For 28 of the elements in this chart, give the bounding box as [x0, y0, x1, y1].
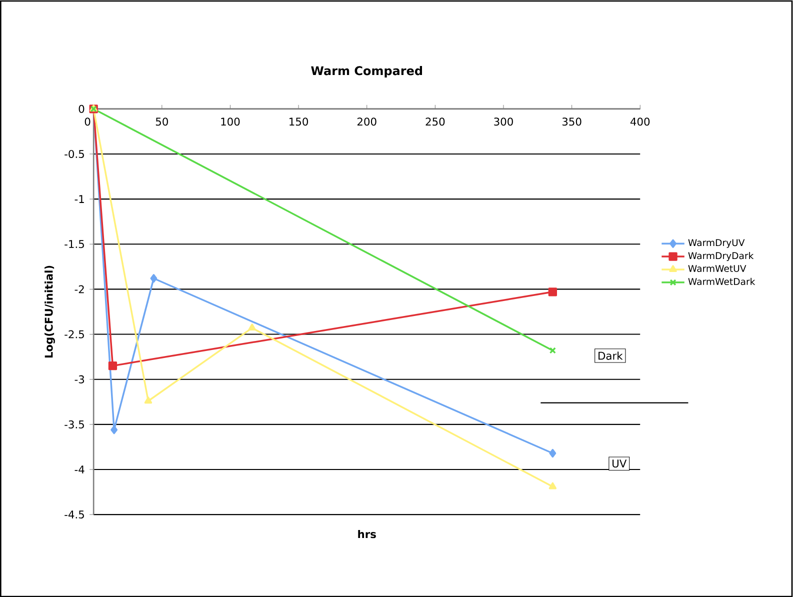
x-tick-label: 200: [357, 118, 376, 126]
y-tick-label: 0: [78, 104, 84, 113]
y-axis-title: Log(CFU/initial): [44, 266, 55, 358]
y-tick-label: -4.5: [64, 510, 84, 518]
x-axis-title: hrs: [358, 530, 376, 538]
x-tick-label: 150: [290, 118, 308, 126]
annotation: Dark: [598, 352, 623, 360]
y-tick-label: -1.5: [64, 240, 84, 248]
legend-label: WarmWetUV: [688, 264, 746, 272]
y-tick-label: -4: [74, 466, 84, 474]
y-tick-label: -1: [74, 195, 84, 203]
y-tick-label: -3.5: [64, 420, 84, 428]
y-tick-label: -2: [74, 285, 84, 294]
annotation: UV: [612, 460, 627, 468]
x-tick-label: 0: [84, 118, 90, 126]
y-tick-label: -2.5: [64, 330, 84, 338]
x-tick-label: 300: [494, 118, 513, 126]
legend-label: WarmWetDark: [688, 278, 756, 285]
legend-label: WarmDryDark: [688, 252, 754, 261]
chart-title: Warm Compared: [311, 66, 422, 78]
x-tick-label: 100: [221, 118, 240, 126]
x-tick-label: 50: [156, 118, 168, 126]
x-tick-label: 250: [426, 118, 445, 126]
legend-label: WarmDryUV: [688, 239, 745, 248]
y-tick-label: -3: [74, 375, 84, 384]
y-tick-label: -0.5: [64, 150, 84, 158]
x-tick-label: 350: [562, 118, 582, 126]
x-tick-label: 400: [630, 118, 650, 126]
